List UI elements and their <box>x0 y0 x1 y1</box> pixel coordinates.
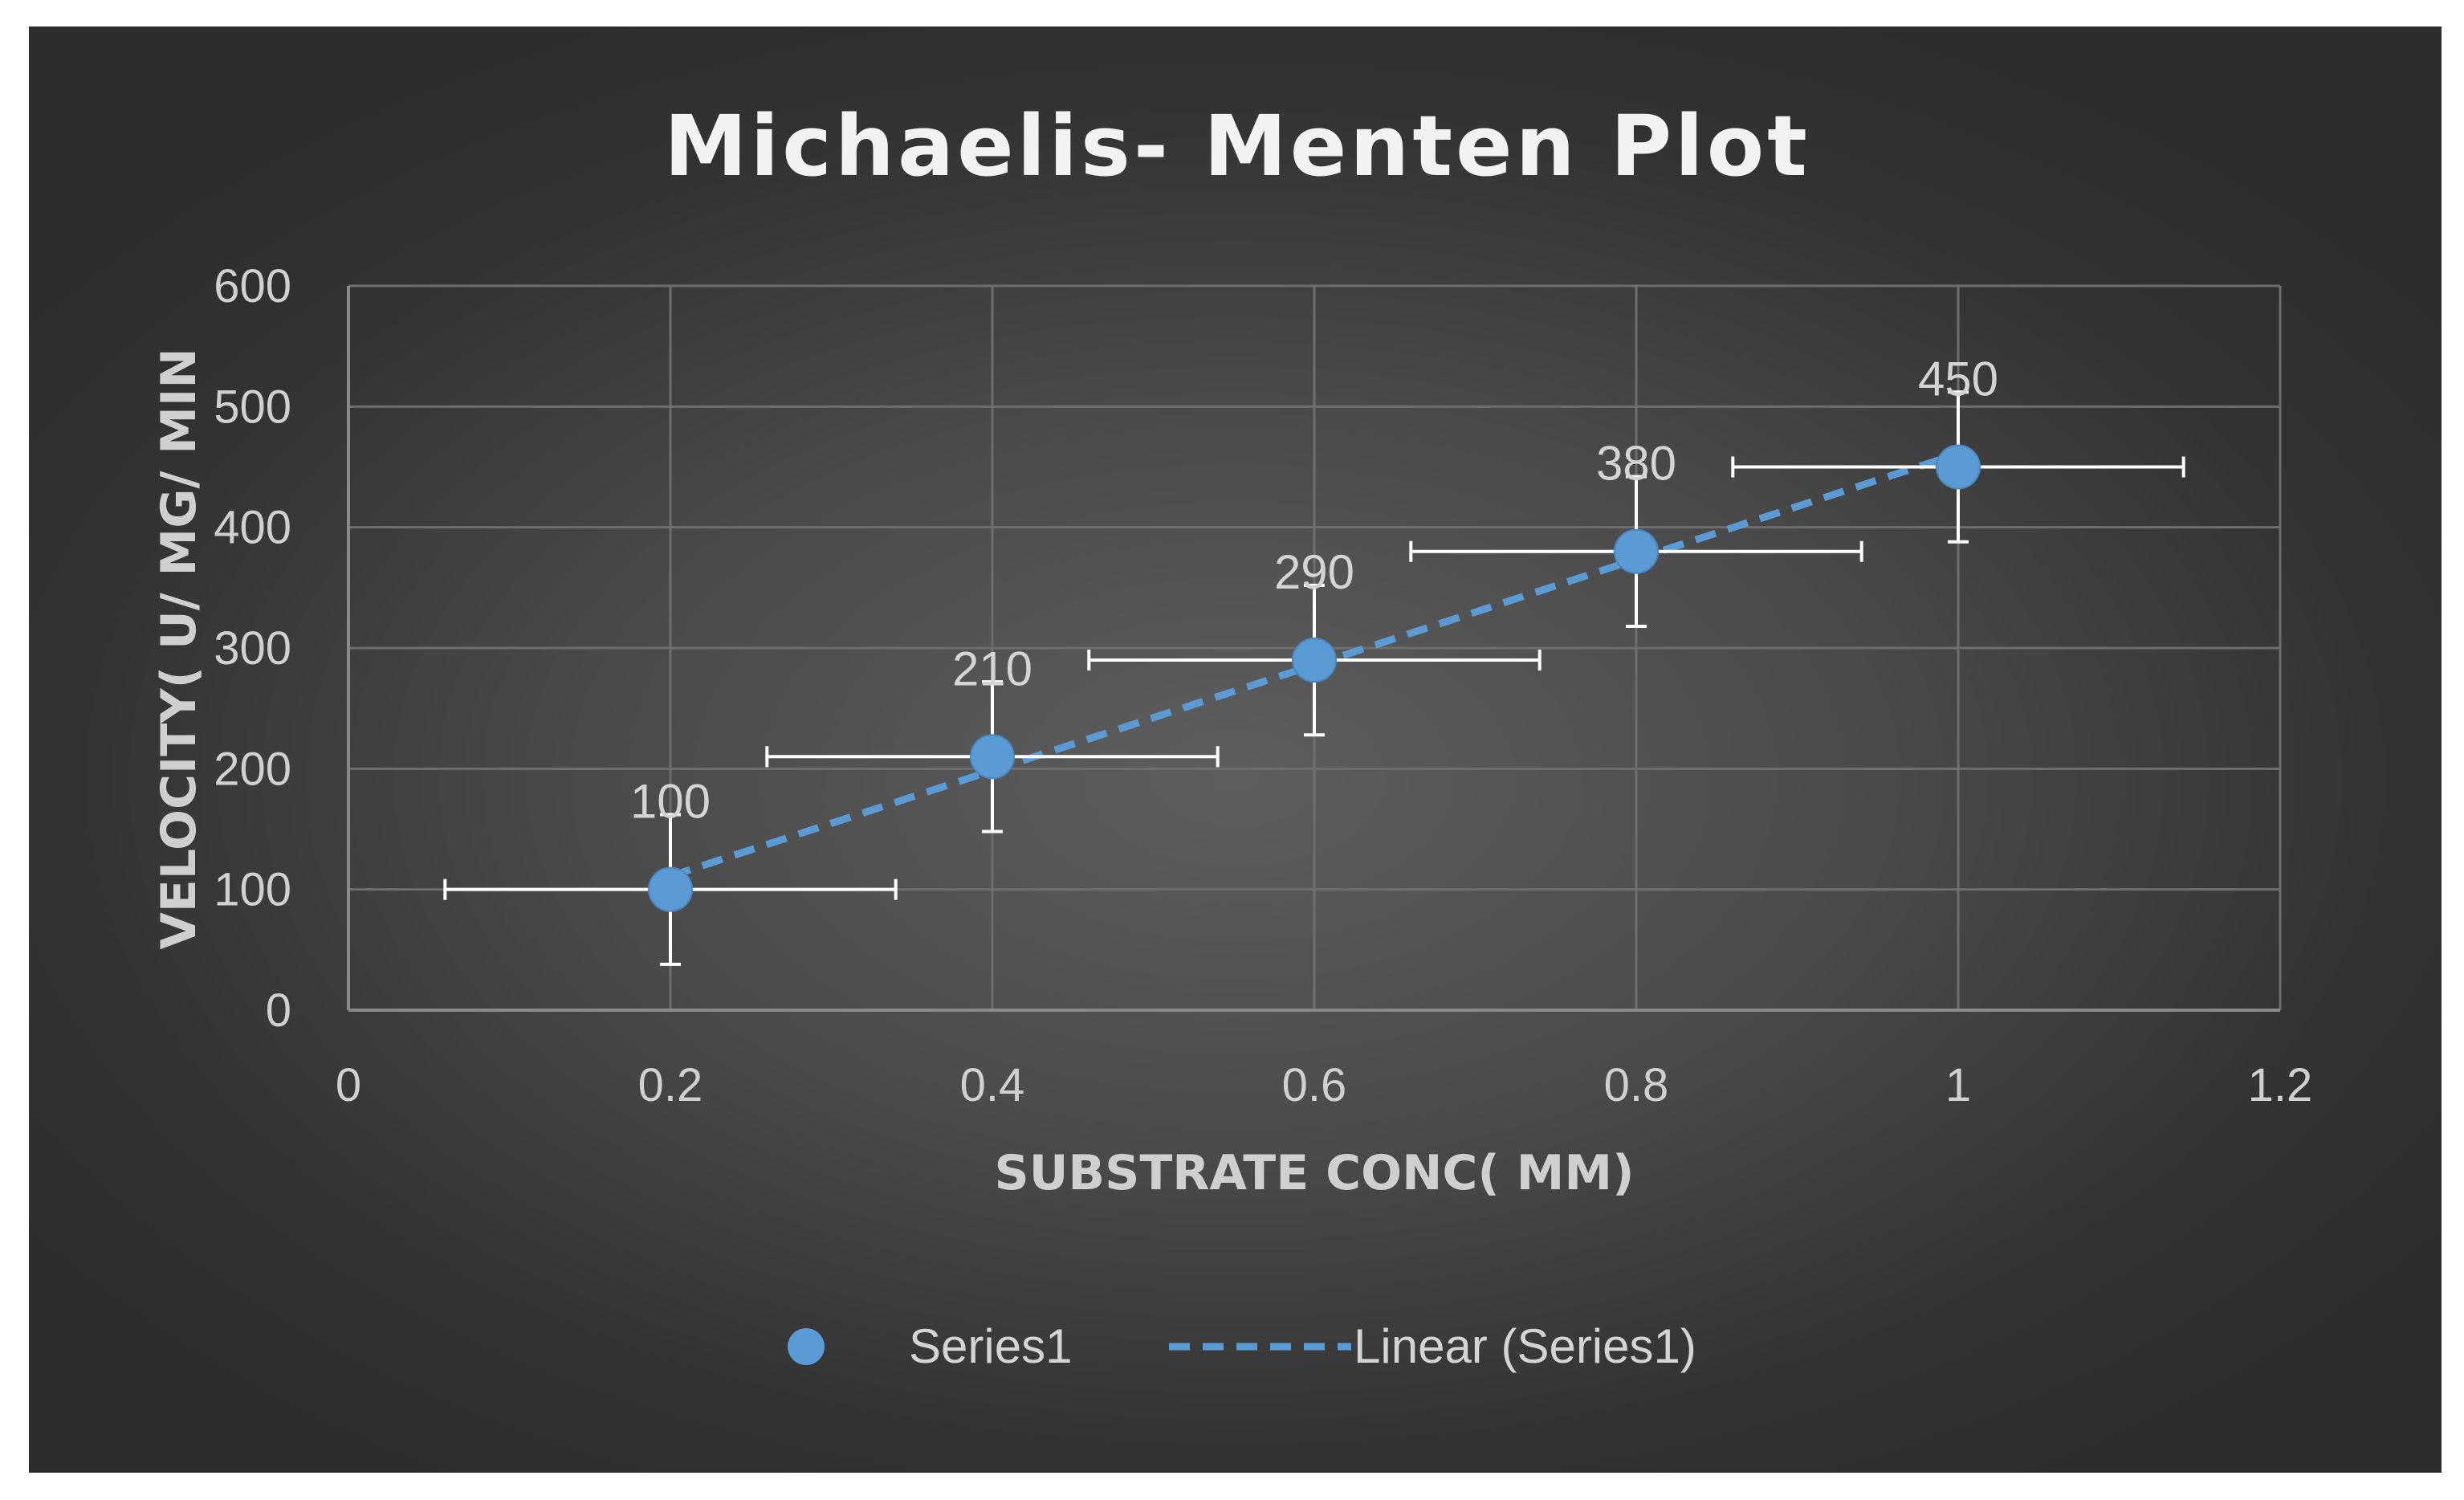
scatter-chart: Michaelis- Menten Plot 0 0.2 0.4 0.6 0.8 1 1.2… <box>151 97 2312 1373</box>
data-point <box>1292 638 1337 683</box>
x-tick-label: 0.6 <box>1282 1059 1347 1111</box>
chart-title: Michaelis- Menten Plot <box>664 97 1810 195</box>
x-tick-label: 1.2 <box>2248 1059 2313 1111</box>
data-labels: 100 210 290 380 450 <box>630 353 1998 829</box>
data-label: 290 <box>1274 545 1354 599</box>
x-tick-label: 0.4 <box>960 1059 1025 1111</box>
legend-label-series1: Series1 <box>909 1319 1072 1373</box>
y-tick-label: 600 <box>214 260 291 312</box>
data-label: 450 <box>1918 353 1998 406</box>
data-label: 380 <box>1596 437 1676 491</box>
data-label: 210 <box>952 642 1032 695</box>
data-point <box>648 866 693 912</box>
x-axis-ticks: 0 0.2 0.4 0.6 0.8 1 1.2 <box>336 1059 2312 1111</box>
x-tick-label: 0.8 <box>1604 1059 1669 1111</box>
legend-marker-series1 <box>788 1328 825 1365</box>
x-tick-label: 1 <box>1945 1059 1971 1111</box>
y-tick-label: 0 <box>266 984 291 1037</box>
y-tick-label: 200 <box>214 743 291 795</box>
y-tick-label: 400 <box>214 502 291 554</box>
data-point <box>1614 528 1659 574</box>
x-axis-title: SUBSTRATE CONC( MM) <box>994 1145 1634 1201</box>
data-label: 100 <box>630 775 711 829</box>
data-point <box>970 734 1015 780</box>
axes <box>347 286 2280 1012</box>
y-tick-label: 500 <box>214 381 291 433</box>
legend: Series1 Linear (Series1) <box>788 1319 1696 1373</box>
chart-area: Michaelis- Menten Plot 0 0.2 0.4 0.6 0.8 1 1.2… <box>29 26 2442 1473</box>
data-points <box>648 444 1981 912</box>
y-tick-label: 100 <box>214 864 291 916</box>
data-point <box>1936 444 1981 490</box>
y-tick-label: 300 <box>214 622 291 675</box>
x-tick-label: 0 <box>336 1059 361 1111</box>
y-axis-ticks: 0 100 200 300 400 500 600 <box>214 260 291 1037</box>
x-tick-label: 0.2 <box>638 1059 703 1111</box>
legend-label-trendline: Linear (Series1) <box>1354 1319 1696 1373</box>
y-axis-title: VELOCITY( U/ MG/ MIN <box>151 348 207 949</box>
